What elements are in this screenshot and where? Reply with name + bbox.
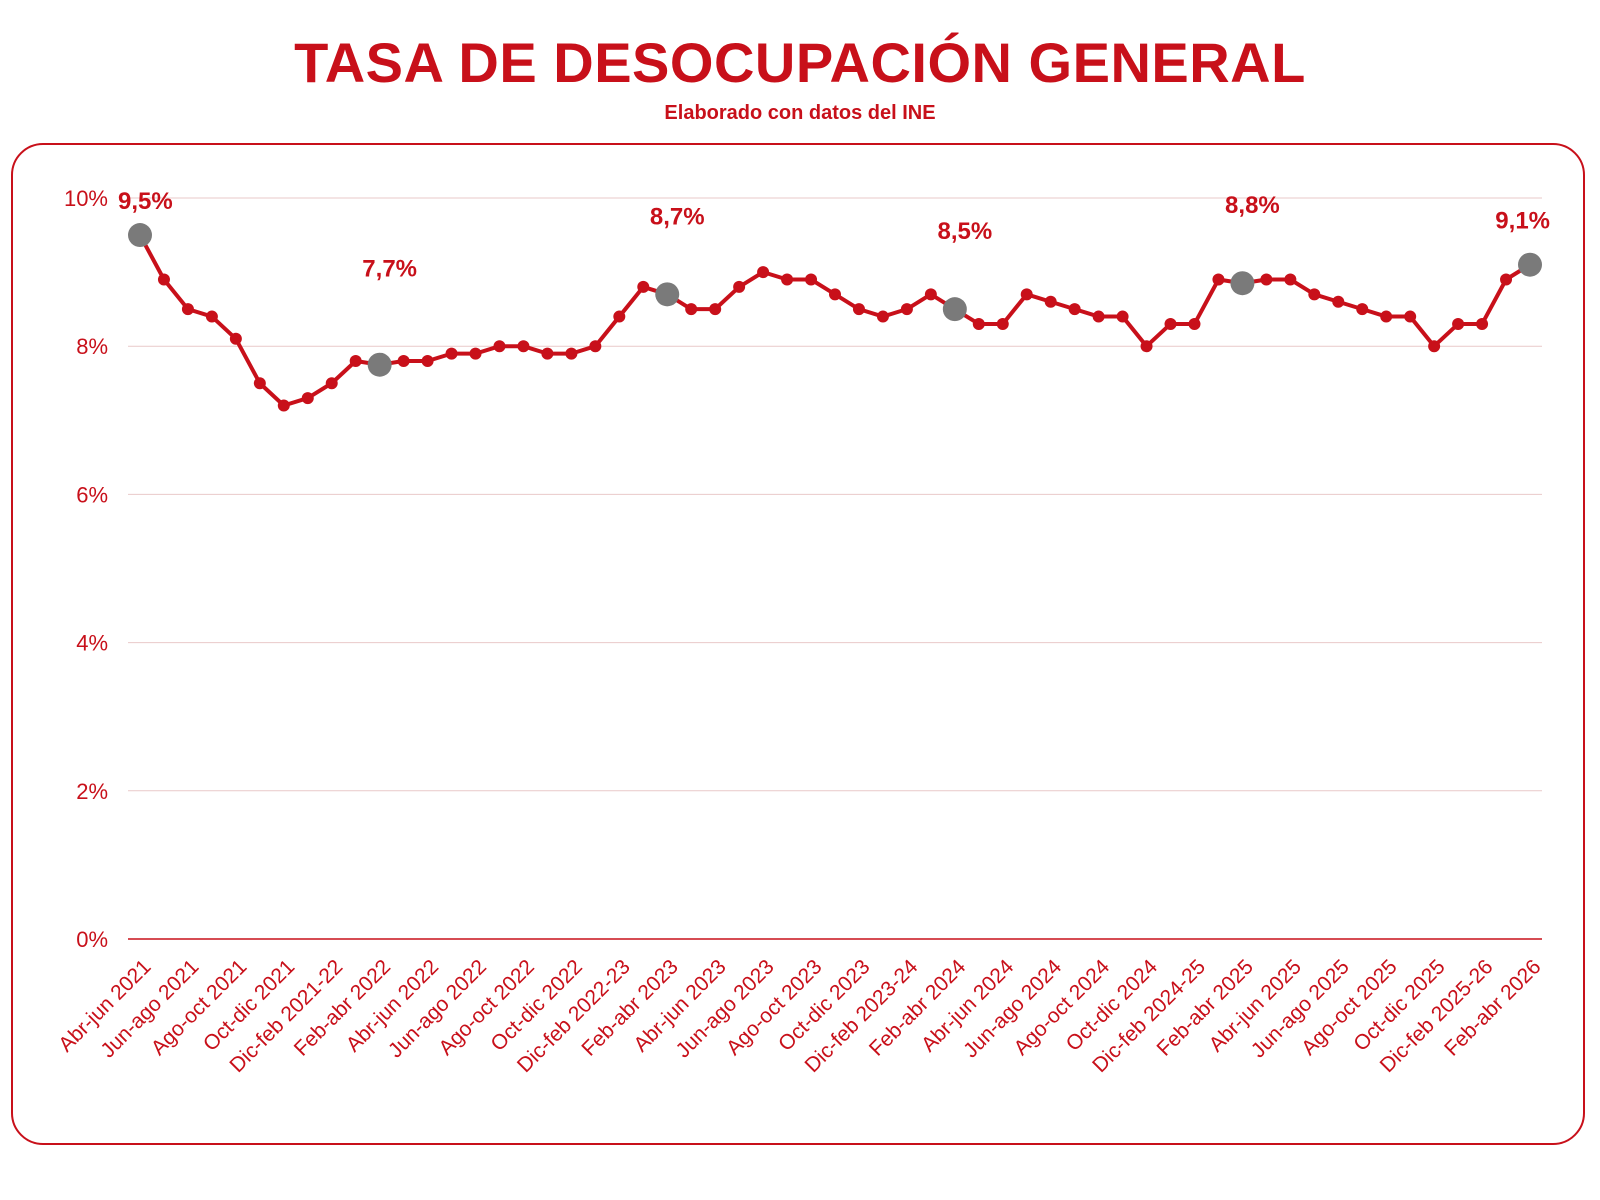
chart-subtitle: Elaborado con datos del INE (664, 102, 936, 124)
highlight-point (655, 282, 680, 307)
data-point (1380, 310, 1393, 323)
data-labels: 9,5% 7,7% 8,7% 8,5% 8,8% 9,1% (118, 188, 1550, 283)
data-point (181, 303, 194, 316)
data-point (469, 347, 482, 360)
chart-frame (11, 143, 1585, 1145)
data-point (205, 310, 218, 323)
data-point (805, 273, 818, 286)
grid-lines (128, 197, 1542, 940)
data-point (1404, 310, 1417, 323)
highlight-point (1518, 252, 1542, 277)
data-point (1044, 295, 1057, 308)
data-point (1164, 317, 1177, 330)
data-point (541, 347, 554, 360)
data-label: 8,7% (650, 203, 705, 230)
data-point (996, 317, 1009, 330)
y-tick-label: 8% (76, 334, 108, 359)
data-point (565, 347, 578, 360)
data-label: 8,8% (1225, 192, 1280, 219)
data-point (757, 266, 770, 279)
data-point (924, 288, 937, 301)
data-point (637, 280, 650, 293)
data-point (1500, 273, 1513, 286)
data-point (277, 399, 290, 412)
data-point (1140, 340, 1153, 353)
highlight-point (942, 297, 967, 322)
data-point (397, 355, 410, 368)
data-point (1212, 273, 1225, 286)
data-point (972, 317, 985, 330)
data-point (445, 347, 458, 360)
data-point (733, 280, 746, 293)
series-line (138, 233, 1532, 408)
data-label: 8,5% (937, 218, 992, 245)
data-point (1476, 317, 1489, 330)
y-tick-label: 0% (76, 927, 108, 952)
highlight-point (1230, 271, 1255, 296)
series-points (128, 223, 1542, 412)
data-point (493, 340, 506, 353)
y-tick-label: 2% (76, 779, 108, 804)
data-point (829, 288, 841, 301)
data-point (1308, 288, 1321, 301)
data-point (1092, 310, 1105, 323)
data-point (325, 377, 338, 390)
chart-title: TASA DE DESOCUPACIÓN GENERAL (294, 31, 1306, 94)
highlight-point (128, 223, 152, 248)
data-point (1428, 340, 1441, 353)
data-point (685, 303, 698, 316)
data-point (852, 303, 865, 316)
data-point (876, 310, 889, 323)
data-point (157, 273, 170, 286)
data-point (349, 355, 362, 368)
y-tick-label: 10% (64, 186, 108, 211)
data-point (253, 377, 266, 390)
data-point (301, 392, 314, 405)
data-point (613, 310, 626, 323)
data-label: 7,7% (362, 256, 417, 283)
y-tick-label: 6% (76, 482, 108, 507)
data-point (589, 340, 602, 353)
data-point (1332, 295, 1345, 308)
highlight-point (367, 352, 392, 377)
data-point (421, 355, 434, 368)
data-point (900, 303, 913, 316)
data-point (1188, 317, 1201, 330)
data-label: 9,1% (1495, 208, 1550, 235)
data-label: 9,5% (118, 188, 173, 215)
data-point (781, 273, 794, 286)
data-point (229, 332, 242, 345)
data-point (1356, 303, 1369, 316)
y-axis-ticks: 0% 2% 4% 6% 8% 10% (64, 186, 108, 952)
data-point (517, 340, 530, 353)
data-point (1260, 273, 1273, 286)
data-point (1068, 303, 1081, 316)
data-point (1452, 317, 1465, 330)
y-tick-label: 4% (76, 631, 108, 656)
series-line-path (138, 233, 1532, 408)
data-point (1020, 288, 1033, 301)
data-point (1116, 310, 1129, 323)
data-point (1284, 273, 1297, 286)
data-point (709, 303, 722, 316)
